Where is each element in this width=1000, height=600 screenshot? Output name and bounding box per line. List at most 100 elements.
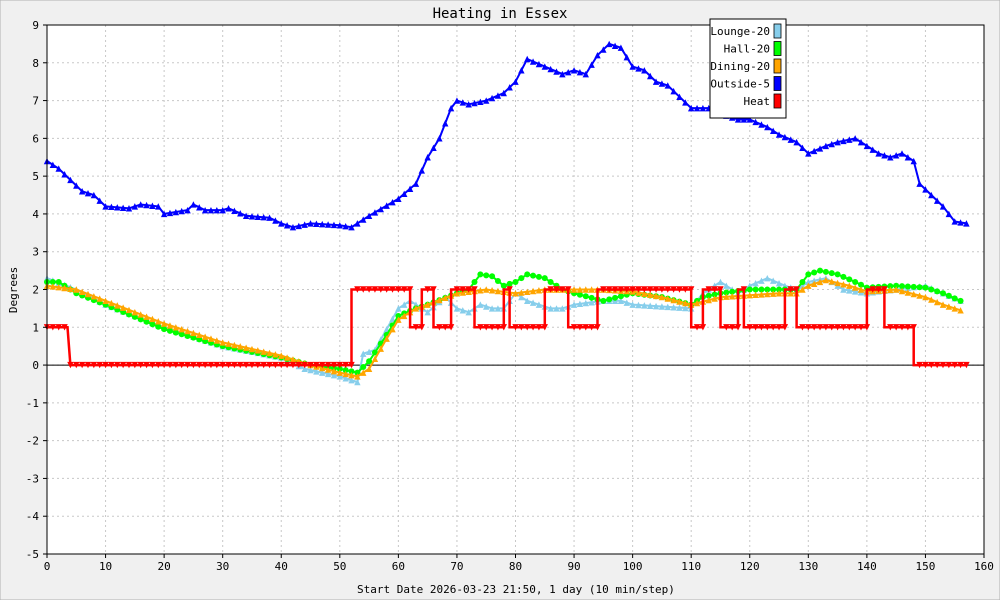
y-tick-label: -5 (26, 548, 39, 561)
data-point (371, 349, 378, 356)
data-point (547, 278, 554, 285)
data-point (652, 292, 660, 300)
data-point (658, 286, 666, 293)
data-point (143, 313, 150, 320)
data-point (641, 286, 648, 293)
data-point (119, 361, 127, 369)
data-point (494, 287, 502, 295)
y-tick-label: 5 (32, 170, 39, 183)
data-point (201, 361, 209, 369)
data-point (928, 361, 935, 369)
data-point (541, 324, 548, 331)
data-point (846, 324, 853, 331)
data-point (442, 120, 449, 127)
data-point (541, 63, 548, 70)
data-point (676, 286, 683, 293)
data-point (254, 361, 262, 369)
data-point (869, 146, 876, 153)
data-point (723, 324, 730, 331)
data-point (307, 366, 314, 374)
x-tick-label: 70 (450, 560, 463, 573)
data-point (483, 272, 490, 279)
data-point (442, 324, 449, 331)
data-point (78, 188, 86, 195)
data-point (137, 311, 144, 318)
data-point (477, 324, 484, 331)
data-point (360, 363, 367, 370)
data-point (436, 296, 443, 304)
data-point (324, 366, 332, 373)
x-tick-label: 50 (333, 560, 346, 573)
data-point (846, 287, 853, 294)
data-point (348, 368, 355, 375)
data-point (939, 361, 947, 369)
data-point (529, 324, 537, 331)
data-point (963, 220, 970, 227)
data-point (149, 202, 156, 209)
data-point (412, 324, 420, 331)
data-point (828, 270, 835, 277)
y-tick-label: 3 (32, 246, 39, 259)
data-point (781, 133, 789, 141)
data-point (67, 361, 74, 369)
data-point (383, 335, 390, 342)
data-point (278, 352, 285, 359)
data-point (764, 123, 771, 131)
data-point (629, 301, 636, 308)
data-point (524, 324, 531, 331)
data-point (933, 298, 941, 306)
data-point (752, 118, 759, 126)
data-point (55, 165, 62, 172)
data-point (916, 292, 923, 299)
data-point (524, 297, 531, 305)
data-point (834, 271, 841, 278)
data-point (412, 180, 420, 187)
data-point (354, 378, 361, 386)
data-point (740, 286, 748, 293)
data-point (172, 329, 179, 336)
data-point (811, 269, 818, 276)
data-point (430, 144, 437, 152)
data-point (705, 296, 712, 304)
x-tick-label: 30 (216, 560, 229, 573)
x-tick-label: 100 (623, 560, 643, 573)
data-point (483, 97, 490, 104)
data-point (289, 356, 297, 363)
data-point (61, 324, 68, 331)
data-point (933, 361, 941, 369)
data-point (348, 376, 355, 384)
data-point (330, 221, 338, 229)
data-point (940, 290, 947, 297)
data-point (922, 186, 929, 193)
data-point (348, 361, 355, 369)
data-point (887, 154, 894, 161)
data-point (957, 307, 964, 314)
data-point (225, 340, 232, 347)
data-point (114, 204, 121, 211)
data-point (108, 361, 115, 369)
data-point (96, 361, 103, 369)
data-point (190, 334, 197, 341)
data-point (49, 161, 57, 169)
data-point (846, 136, 853, 143)
data-point (898, 287, 906, 295)
data-point (237, 361, 244, 369)
data-point (524, 55, 531, 63)
data-point (237, 343, 244, 350)
data-point (775, 324, 783, 331)
data-point (764, 274, 771, 282)
data-point (166, 209, 174, 217)
data-point (582, 293, 589, 300)
data-point (793, 286, 800, 293)
data-point (775, 280, 783, 287)
data-point (652, 78, 660, 85)
data-point (301, 365, 308, 373)
y-tick-label: -2 (26, 435, 39, 448)
data-point (254, 213, 262, 220)
data-point (570, 301, 578, 308)
data-point (582, 70, 589, 78)
data-point (424, 286, 431, 293)
data-point (383, 202, 390, 209)
data-point (213, 206, 221, 214)
data-point (395, 316, 402, 323)
